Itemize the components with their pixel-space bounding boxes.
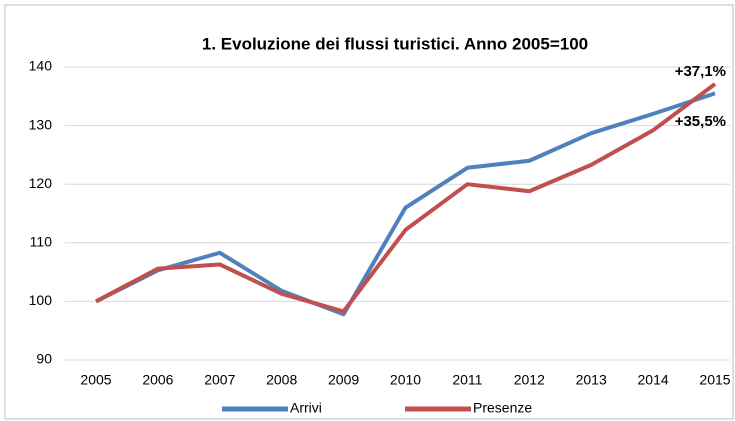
y-tick-label: 120 (29, 175, 53, 191)
y-tick-label: 130 (29, 116, 53, 132)
x-tick-label: 2009 (328, 372, 359, 388)
y-tick-label: 110 (30, 234, 53, 250)
annotation: +37,1% (675, 63, 726, 80)
chart-title: 1. Evoluzione dei flussi turistici. Anno… (202, 34, 588, 53)
x-tick-label: 2012 (514, 372, 545, 388)
x-tick-label: 2013 (576, 372, 607, 388)
x-tick-label: 2015 (699, 372, 730, 388)
y-tick-label: 140 (29, 58, 53, 74)
x-tick-label: 2010 (390, 372, 421, 388)
x-tick-label: 2014 (638, 372, 669, 388)
x-tick-label: 2011 (452, 372, 482, 388)
legend-label: Arrivi (290, 400, 322, 416)
legend-label: Presenze (473, 400, 532, 416)
y-tick-label: 100 (29, 292, 53, 308)
x-tick-label: 2005 (80, 372, 111, 388)
annotation: +35,5% (675, 113, 726, 130)
x-tick-label: 2006 (142, 372, 173, 388)
y-tick-label: 90 (36, 351, 52, 367)
chart-border (4, 4, 734, 420)
line-series (95, 91, 716, 317)
x-tick-label: 2007 (204, 372, 235, 388)
x-tick-label: 2008 (266, 372, 297, 388)
line-series (95, 82, 717, 314)
